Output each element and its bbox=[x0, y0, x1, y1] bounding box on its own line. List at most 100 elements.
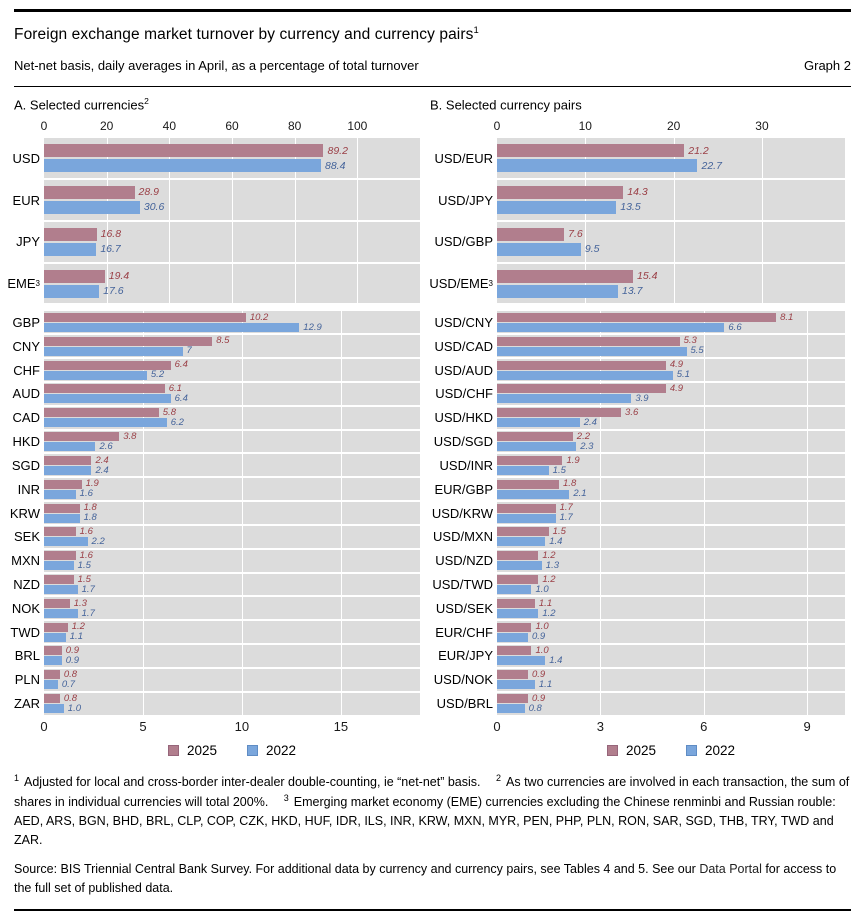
category-footnote-marker: 3 bbox=[488, 279, 493, 289]
bar-2025-usd-krw bbox=[497, 503, 556, 513]
chart-currencies-major: 0 20 40 60 80 100 USD 89.2 88.4 EUR 28.9 30.6 JPY 16.… bbox=[7, 119, 420, 304]
category-footnote-marker: 3 bbox=[35, 279, 40, 289]
value-label-2022-eur: 30.6 bbox=[143, 201, 165, 214]
gridline bbox=[294, 221, 296, 262]
chart-row-inr: INR 1.9 1.6 bbox=[14, 478, 420, 501]
axis-tick-label: 80 bbox=[287, 119, 302, 134]
chart-pairs-major: 0 10 20 30 USD/EUR 21.2 22.7 USD/JPY 14.3 13.5 USD… bbox=[429, 119, 845, 304]
bar-2022-eur bbox=[44, 201, 140, 215]
gridline bbox=[600, 359, 602, 381]
gridline bbox=[340, 430, 342, 453]
bar-row-2022: 6.2 bbox=[44, 418, 420, 428]
row-band: 3.6 2.4 bbox=[497, 406, 845, 429]
gridline bbox=[703, 621, 705, 644]
gridline bbox=[142, 359, 144, 381]
value-label-2025-chf: 6.4 bbox=[174, 359, 188, 371]
value-label-2022-usd-sgd: 2.3 bbox=[580, 440, 594, 452]
gridline bbox=[703, 668, 705, 691]
axis-tick-label: 100 bbox=[347, 119, 368, 134]
bar-row-2022: 1.5 bbox=[497, 466, 845, 475]
gridline bbox=[600, 335, 602, 358]
row-band: 15.4 13.7 bbox=[497, 263, 845, 304]
chart-row-usd-nzd: USD/NZD 1.2 1.3 bbox=[430, 549, 845, 572]
bar-row-2025: 3.6 bbox=[497, 408, 845, 418]
bar-row-2025: 1.7 bbox=[497, 503, 845, 513]
bar-2025-usd-nzd bbox=[497, 551, 539, 561]
axis-tick-label: 30 bbox=[755, 119, 769, 134]
bar-2022-usd-nok bbox=[497, 680, 535, 690]
gridline bbox=[106, 221, 108, 262]
gridline bbox=[600, 549, 602, 572]
value-label-2022-usd-nzd: 1.3 bbox=[545, 559, 559, 571]
gridline bbox=[703, 573, 705, 596]
category-label: CNY bbox=[12, 338, 40, 354]
value-label-2025-sgd: 2.4 bbox=[95, 454, 109, 466]
gridline bbox=[340, 359, 342, 381]
gridline bbox=[585, 263, 587, 304]
gridline bbox=[703, 335, 705, 358]
bar-row-2025: 0.8 bbox=[44, 692, 420, 704]
category-label: JPY bbox=[16, 234, 40, 250]
category-label: USD/KRW bbox=[431, 505, 493, 521]
chart-row-hkd: HKD 3.8 2.6 bbox=[13, 430, 420, 453]
gridline bbox=[585, 180, 587, 220]
gridline bbox=[340, 311, 342, 334]
bar-2025-usd-brl bbox=[497, 694, 528, 704]
bar-row-2022: 5.1 bbox=[497, 370, 845, 380]
gridline bbox=[807, 430, 809, 453]
bar-2022-eme bbox=[44, 284, 100, 298]
bar-row-2025: 1.2 bbox=[497, 551, 845, 561]
footnote-3-text: Emerging market economy (EME) currencies… bbox=[14, 795, 836, 848]
bar-2025-usd-gbp bbox=[497, 227, 565, 241]
bar-2022-chf bbox=[44, 370, 147, 380]
gridline bbox=[703, 430, 705, 453]
value-label-2025-usd-aud: 4.9 bbox=[669, 359, 684, 371]
row-band: 1.2 1.1 bbox=[44, 621, 420, 644]
bar-row-2022: 0.9 bbox=[44, 656, 420, 666]
gridline bbox=[600, 692, 602, 715]
chart-row-usd-hkd: USD/HKD 3.6 2.4 bbox=[430, 406, 845, 429]
legend-item-2022: 2022 bbox=[686, 743, 735, 758]
gridline bbox=[703, 549, 705, 572]
footnotes: 1 Adjusted for local and cross-border int… bbox=[14, 772, 851, 849]
value-label-2025-zar: 0.8 bbox=[63, 692, 78, 704]
bar-2022-eur-chf bbox=[497, 632, 528, 642]
axis-ticks: 0 5 10 15 bbox=[40, 719, 420, 736]
axis-ticks: 0 3 6 9 bbox=[493, 719, 845, 736]
chart-row-nok: NOK 1.3 1.7 bbox=[12, 597, 420, 620]
bar-2025-eur-gbp bbox=[497, 479, 560, 489]
gridline bbox=[600, 573, 602, 596]
gridline bbox=[142, 573, 144, 596]
gridline bbox=[232, 180, 233, 220]
bar-2022-nzd bbox=[44, 585, 78, 594]
value-label-2022-twd: 1.1 bbox=[69, 631, 83, 643]
category-label: USD/JPY bbox=[438, 192, 493, 208]
bar-row-2025: 1.2 bbox=[44, 622, 420, 632]
gridline bbox=[106, 263, 108, 304]
category-label: USD/CAD bbox=[434, 338, 493, 354]
value-label-2025-brl: 0.9 bbox=[65, 645, 80, 657]
gridline bbox=[703, 525, 705, 548]
chart-row-brl: BRL 0.9 0.9 bbox=[14, 645, 420, 667]
data-portal-link[interactable]: Data Portal bbox=[699, 861, 762, 876]
value-label-2022-usd: 88.4 bbox=[324, 159, 346, 172]
bar-row-2025: 1.0 bbox=[497, 646, 845, 656]
axis-tick-label: 20 bbox=[99, 119, 114, 134]
gridline bbox=[807, 406, 809, 429]
x-axis: 0 10 20 30 bbox=[430, 119, 845, 134]
bar-row-2022: 0.8 bbox=[497, 704, 845, 714]
bar-row-2022: 12.9 bbox=[44, 323, 420, 332]
axis-spacer bbox=[430, 119, 497, 134]
value-label-2025-usd-sgd: 2.2 bbox=[576, 430, 591, 442]
value-label-2025-usd-twd: 1.2 bbox=[542, 573, 556, 585]
bar-2025-usd-sek bbox=[497, 598, 535, 608]
gridline bbox=[232, 263, 233, 304]
bar-row-2022: 1.1 bbox=[44, 631, 420, 643]
axis-tick-label: 60 bbox=[225, 119, 239, 134]
page-title: Foreign exchange market turnover by curr… bbox=[14, 25, 851, 44]
source-text: Source: BIS Triennial Central Bank Surve… bbox=[14, 861, 700, 876]
chart-row-twd: TWD 1.2 1.1 bbox=[10, 621, 420, 644]
chart-row-usd-nok: USD/NOK 0.9 1.1 bbox=[430, 668, 845, 691]
plot-area: USD/CNY 8.1 6.6 USD/CAD 5.3 5.5 USD/AUD 4.9 5.1 U… bbox=[430, 311, 845, 715]
bar-row-2022: 1.4 bbox=[497, 537, 845, 547]
